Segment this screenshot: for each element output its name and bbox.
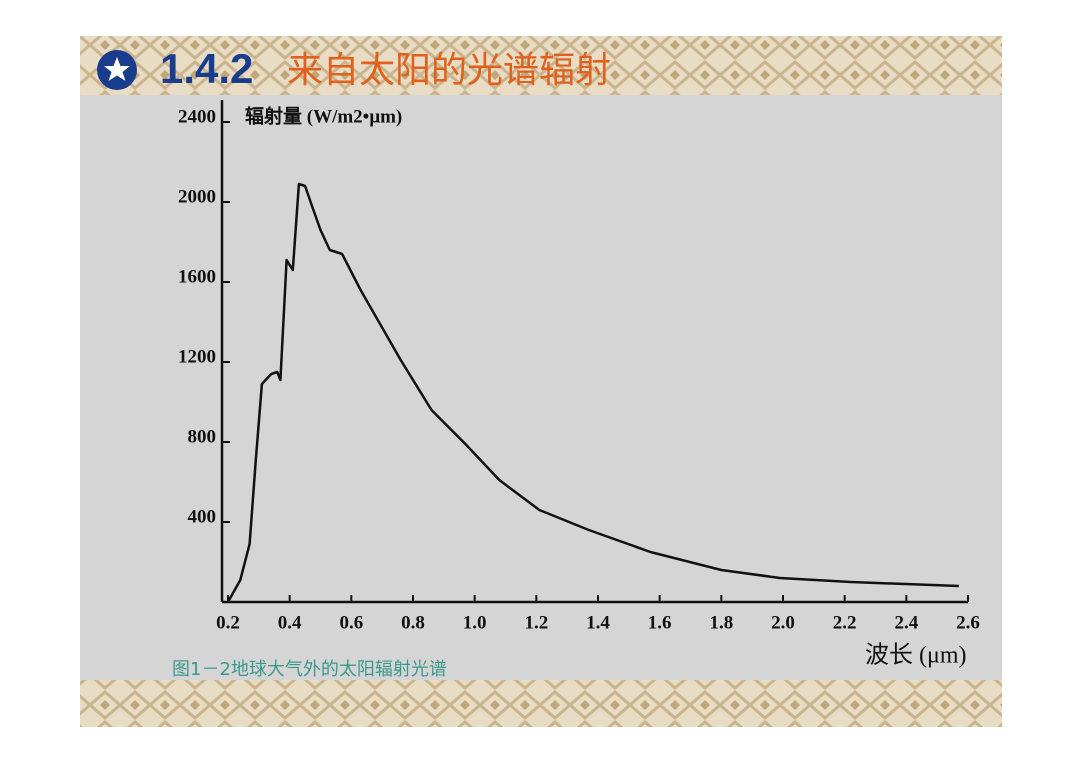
x-tick-label: 0.4 — [278, 612, 302, 633]
x-tick-label: 2.6 — [956, 612, 980, 633]
x-tick-label: 2.2 — [833, 612, 857, 633]
x-tick-label: 2.0 — [771, 612, 795, 633]
section-title: 来自太阳的光谱辐射 — [287, 50, 611, 91]
caption: 图1－2地球大气外的太阳辐射光谱 — [172, 659, 447, 680]
section-number: 1.4.2 — [160, 45, 253, 92]
y-tick-label: 1200 — [178, 346, 216, 367]
x-tick-label: 0.2 — [216, 612, 240, 633]
x-tick-label: 1.4 — [586, 612, 610, 633]
title-star — [104, 57, 130, 81]
x-tick-label: 1.2 — [524, 612, 548, 633]
slide-panel — [80, 95, 1002, 680]
y-tick-label: 2000 — [178, 186, 216, 207]
x-tick-label: 0.8 — [401, 612, 425, 633]
y-axis-label: 辐射量 (W/m2•μm) — [245, 104, 402, 127]
y-tick-label: 1600 — [178, 266, 216, 287]
x-axis-label: 波长 (μm) — [865, 642, 967, 669]
x-tick-label: 1.6 — [648, 612, 672, 633]
y-tick-label: 400 — [188, 506, 217, 527]
x-tick-label: 1.8 — [709, 612, 733, 633]
x-tick-label: 2.4 — [894, 612, 918, 633]
x-tick-label: 1.0 — [463, 612, 487, 633]
y-tick-label: 2400 — [178, 106, 216, 127]
spectrum-line — [226, 182, 959, 603]
x-tick-label: 0.6 — [339, 612, 363, 633]
plot: 400 800 1200 1600 2000 2400 0.2 0.4 0.6 0.8 1.0 1.2… — [178, 100, 980, 633]
y-tick-label: 800 — [188, 426, 217, 447]
